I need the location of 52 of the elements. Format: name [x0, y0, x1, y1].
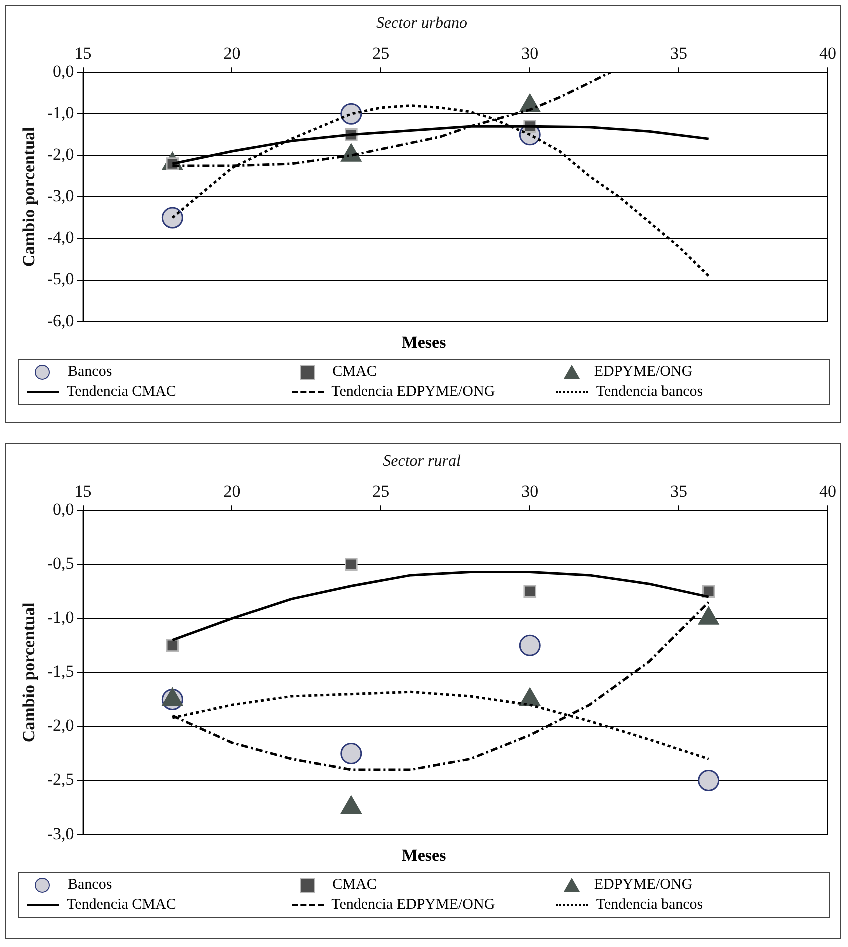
x-tick-label: 15 [74, 44, 92, 63]
y-axis-title: Cambio porcentual [20, 126, 39, 268]
y-tick-label: -3,0 [47, 186, 74, 206]
legend-label: Tendencia bancos [596, 384, 704, 400]
legend-label: CMAC [332, 876, 377, 894]
point [344, 558, 358, 572]
legend-label: EDPYME/ONG [594, 876, 693, 894]
legend-label: CMAC [332, 364, 377, 380]
y-tick-label: -2,0 [47, 145, 74, 164]
legend-label: Tendencia EDPYME/ONG [332, 384, 496, 400]
legend-label: Tendencia CMAC [67, 384, 176, 400]
x-tick-label: 15 [74, 482, 92, 501]
point [519, 634, 541, 656]
y-tick-label: -1,0 [47, 104, 74, 123]
x-tick-label: 40 [820, 482, 836, 501]
chart-title: Sector urbano [376, 14, 468, 32]
y-tick-label: -0,5 [47, 554, 74, 574]
legend-label: Tendencia EDPYME/ONG [332, 896, 496, 914]
point [162, 207, 184, 229]
x-axis-title: Meses [400, 846, 448, 866]
point [340, 103, 362, 125]
point [698, 770, 720, 792]
point [340, 743, 362, 764]
point [524, 585, 537, 598]
y-tick-label: -4,0 [47, 228, 74, 248]
legend-label: EDPYME/ONG [594, 364, 693, 380]
y-tick-label: -5,0 [47, 270, 74, 289]
x-tick-label: 25 [372, 44, 390, 63]
x-tick-label: 30 [522, 44, 539, 63]
point [166, 639, 180, 652]
legend-label: Tendencia CMAC [67, 896, 176, 914]
y-axis-title: Cambio porcentual [20, 602, 39, 743]
x-tick-label: 35 [670, 44, 688, 63]
y-tick-label: -6,0 [47, 311, 74, 330]
y-tick-label: 0,0 [53, 500, 74, 520]
x-tick-label: 35 [670, 482, 688, 501]
y-tick-label: -2,5 [47, 770, 74, 790]
legend-label: Tendencia bancos [596, 896, 704, 914]
x-tick-label: 20 [224, 482, 241, 501]
y-tick-label: -3,0 [47, 824, 74, 844]
x-tick-label: 40 [820, 44, 836, 63]
y-tick-label: -1,5 [47, 662, 74, 682]
y-tick-label: -2,0 [47, 716, 74, 736]
x-axis-title: Meses [400, 333, 448, 353]
legend-label: Bancos [68, 876, 112, 894]
x-tick-label: 25 [372, 482, 390, 501]
y-tick-label: -1,0 [47, 608, 74, 628]
y-tick-label: 0,0 [53, 62, 74, 82]
chart-title: Sector rural [383, 452, 462, 470]
legend-label: Bancos [68, 364, 112, 380]
x-tick-label: 20 [224, 44, 241, 63]
x-tick-label: 30 [522, 482, 539, 501]
